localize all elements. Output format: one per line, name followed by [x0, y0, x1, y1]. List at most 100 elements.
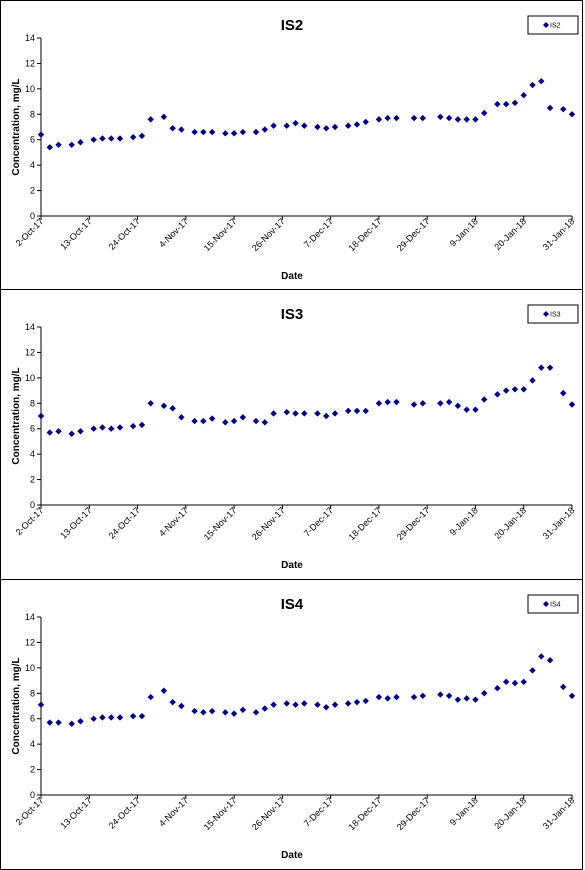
data-point	[546, 364, 554, 371]
data-point	[454, 402, 462, 410]
x-tick-label: 29-Dec-17	[395, 795, 432, 832]
x-tick-label: 26-Nov-17	[250, 216, 287, 253]
data-point	[99, 135, 106, 142]
data-point	[463, 695, 470, 702]
data-point	[410, 114, 418, 122]
data-point	[90, 715, 97, 722]
x-tick-label: 26-Nov-17	[250, 505, 287, 542]
chart-is2: IS2 0 2 4 6 8 10 12 14 2-Oct-17 13-Oct-17 24-Oct-17…	[11, 15, 579, 282]
data-point	[129, 712, 137, 720]
data-point	[77, 718, 84, 725]
data-point	[138, 712, 146, 720]
data-point	[178, 126, 185, 133]
x-tick-label: 4-Nov-17	[157, 505, 190, 538]
data-point	[410, 401, 418, 408]
chart-is4: IS4 0 2 4 6 8 10 12 14 2-Oct-17 13-Oct-17 24-Oct-17…	[11, 594, 579, 861]
data-point	[108, 135, 115, 142]
data-point	[55, 141, 62, 148]
y-tick-label: 0	[30, 211, 35, 221]
x-tick-label: 29-Dec-17	[395, 505, 432, 542]
data-point	[529, 667, 536, 674]
data-point	[46, 144, 53, 151]
y-tick-label: 6	[30, 714, 35, 724]
data-point	[138, 132, 146, 140]
data-point	[116, 714, 124, 721]
data-point	[437, 400, 444, 407]
data-point	[200, 417, 207, 425]
data-point	[314, 123, 321, 131]
chart-panel-is4: IS4 0 2 4 6 8 10 12 14 2-Oct-17 13-Oct-17 24-Oct-17…	[0, 579, 583, 870]
data-point	[384, 114, 391, 122]
data-point	[116, 135, 124, 142]
y-tick-label: 12	[25, 347, 35, 357]
data-point	[502, 100, 510, 108]
y-tick-label: 6	[30, 135, 35, 145]
legend: IS2	[527, 15, 579, 35]
data-point	[200, 709, 207, 716]
data-point	[252, 709, 260, 716]
data-point	[169, 698, 176, 706]
x-tick-label: 24-Oct-17	[107, 795, 142, 830]
y-tick-label: 12	[25, 637, 35, 647]
data-point	[481, 109, 488, 117]
data-point	[178, 414, 185, 421]
data-point	[454, 696, 462, 703]
data-point	[261, 419, 269, 426]
data-point	[445, 692, 453, 700]
data-point	[568, 111, 576, 118]
data-point	[502, 387, 510, 394]
data-point	[375, 400, 383, 407]
x-tick-label: 7-Dec-17	[302, 505, 335, 538]
data-point	[419, 114, 426, 122]
data-point	[568, 692, 576, 700]
data-point	[222, 419, 229, 426]
data-point	[560, 106, 567, 113]
data-point	[239, 128, 247, 136]
data-point	[323, 125, 330, 132]
data-point	[353, 407, 361, 415]
x-tick-label: 13-Oct-17	[58, 795, 93, 830]
x-tick-label: 15-Nov-17	[202, 505, 239, 542]
data-point	[445, 114, 453, 122]
data-point	[283, 408, 290, 416]
data-point	[437, 691, 444, 698]
data-point	[292, 701, 299, 708]
data-point	[538, 364, 545, 371]
data-point	[37, 412, 45, 420]
x-tick-label: 18-Dec-17	[347, 795, 384, 832]
data-point	[344, 700, 352, 707]
data-point	[362, 407, 369, 415]
data-point	[419, 692, 426, 700]
x-tick-label: 18-Dec-17	[347, 216, 384, 253]
data-point	[77, 139, 84, 146]
chart-title: IS3	[281, 306, 304, 323]
data-point	[55, 719, 62, 726]
data-point	[344, 407, 352, 415]
y-tick-label: 2	[30, 475, 35, 485]
data-point	[314, 410, 321, 417]
x-tick-label: 15-Nov-17	[202, 795, 239, 832]
data-point	[331, 123, 339, 131]
x-tick-label: 2-Oct-17	[14, 505, 46, 537]
x-tick-label: 31-Jan-18	[541, 505, 577, 541]
data-point	[191, 707, 198, 715]
data-point	[445, 398, 453, 406]
x-tick-label: 4-Nov-17	[157, 795, 190, 828]
data-point	[160, 402, 168, 410]
data-point	[208, 128, 216, 136]
data-point	[191, 128, 198, 136]
data-point	[99, 714, 106, 721]
data-point	[454, 116, 462, 123]
data-point	[494, 100, 501, 108]
data-point	[292, 119, 299, 127]
y-tick-label: 4	[30, 160, 35, 170]
data-point	[463, 406, 470, 413]
data-point	[481, 690, 488, 697]
data-point	[301, 122, 308, 129]
data-point	[283, 122, 290, 129]
data-point	[331, 701, 339, 708]
data-point	[472, 406, 479, 413]
data-point	[511, 99, 519, 107]
legend-label: IS3	[550, 312, 561, 319]
y-tick-label: 8	[30, 688, 35, 698]
